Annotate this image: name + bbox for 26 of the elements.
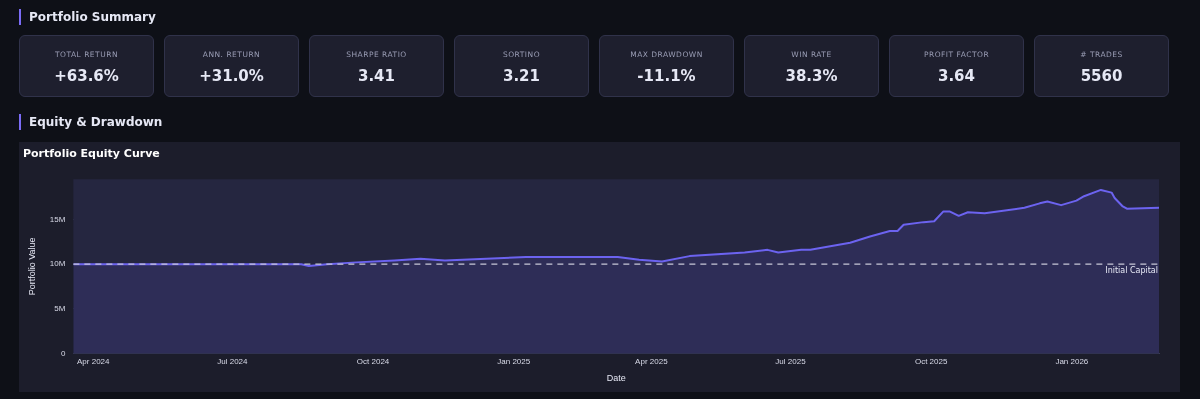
x-axis-title: Date xyxy=(606,373,626,384)
x-tick-label: Jul 2024 xyxy=(217,356,249,366)
chart-subtitle: Portfolio Equity Curve xyxy=(23,147,160,161)
text: 3.41 xyxy=(357,67,395,85)
y-tick-label: 0 xyxy=(60,348,66,358)
ref-line-label: Initial Capital xyxy=(1105,266,1158,276)
x-tick-label: Jan 2026 xyxy=(1055,356,1089,366)
text: Portfolio Summary xyxy=(19,9,156,25)
y-tick-label: 15M xyxy=(49,214,66,224)
text: +63.6% xyxy=(54,67,119,85)
x-tick-label: Jan 2025 xyxy=(497,356,531,366)
x-tick-label: Oct 2025 xyxy=(914,356,948,366)
chart-title: Equity & Drawdown xyxy=(19,114,163,130)
text: 38.3% xyxy=(785,67,838,85)
y-tick-label: 10M xyxy=(49,259,66,269)
text: 3.21 xyxy=(502,67,540,85)
y-axis-title: Portfolio Value xyxy=(26,237,37,296)
y-tick-label: 5M xyxy=(54,304,66,314)
text: +31.0% xyxy=(199,67,264,85)
x-tick-label: Jul 2025 xyxy=(775,356,807,366)
text: 5560 xyxy=(1080,67,1123,85)
text: 3.64 xyxy=(937,67,975,85)
text: -11.1% xyxy=(637,67,696,85)
x-tick-label: Oct 2024 xyxy=(356,356,390,366)
x-tick-label: Apr 2025 xyxy=(635,356,669,366)
x-tick-label: Apr 2024 xyxy=(77,356,111,366)
